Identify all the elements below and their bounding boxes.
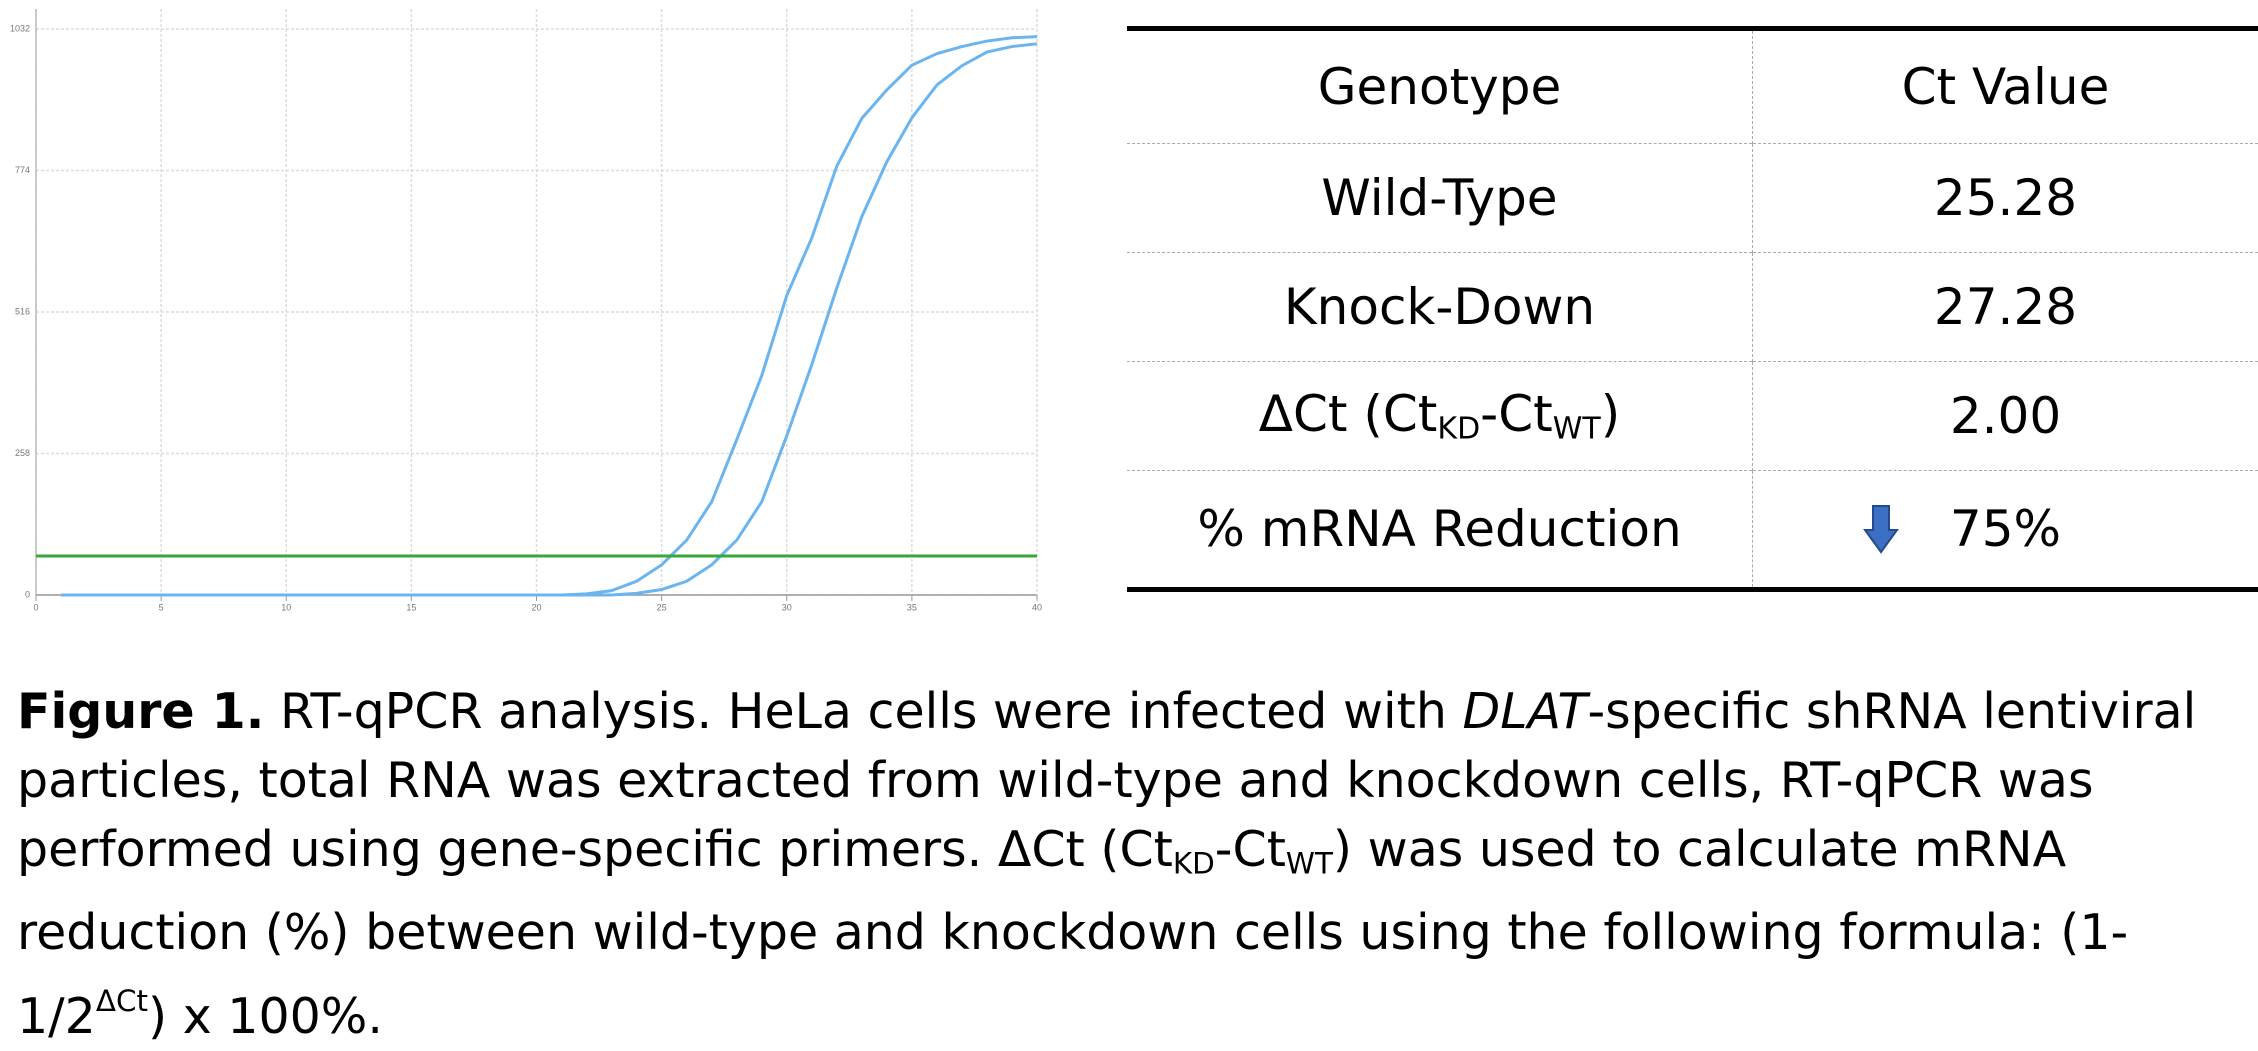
- page: 0 258 516 774 1032 0 5 10 15 20 25 30 35 40 Genotype …: [0, 0, 2258, 974]
- subscript: WT: [1286, 846, 1333, 880]
- row: Knock-Down 27.28: [1127, 253, 2258, 362]
- caption-label: Figure 1.: [17, 683, 264, 740]
- row: ΔCt (CtKD-CtWT) 2.00: [1127, 362, 2258, 471]
- x-tick-label: 25: [657, 602, 667, 612]
- x-tick-label: 30: [782, 602, 792, 612]
- text: 2.00: [1950, 387, 2061, 445]
- caption-text: ) x 100%.: [148, 988, 383, 1045]
- text: Wild-Type: [1321, 169, 1557, 227]
- ct-table: Genotype Ct Value Wild-Type 25.28 Knock-…: [1127, 26, 2258, 592]
- x-tick-label: 40: [1032, 602, 1042, 612]
- caption-text: -Ct: [1215, 821, 1286, 878]
- y-tick-label: 0: [25, 589, 30, 599]
- row: % mRNA Reduction 75%: [1127, 471, 2258, 590]
- text: ): [1601, 385, 1621, 443]
- text: -Ct: [1480, 385, 1553, 443]
- cell: ΔCt (CtKD-CtWT): [1127, 362, 1753, 471]
- text: 27.28: [1934, 278, 2077, 336]
- text: % mRNA Reduction: [1197, 500, 1681, 558]
- x-tick-label: 35: [907, 602, 917, 612]
- x-tick-label: 0: [33, 602, 38, 612]
- subscript: KD: [1437, 412, 1480, 447]
- y-tick-label: 1032: [10, 23, 30, 33]
- header-cell: Genotype: [1127, 29, 1753, 144]
- cell: 25.28: [1753, 144, 2258, 253]
- superscript: ΔCt: [96, 984, 148, 1018]
- row: Wild-Type 25.28: [1127, 144, 2258, 253]
- text: Knock-Down: [1284, 278, 1595, 336]
- cell: 27.28: [1753, 253, 2258, 362]
- header-row: Genotype Ct Value: [1127, 29, 2258, 144]
- figure-caption: Figure 1. RT-qPCR analysis. HeLa cells w…: [17, 677, 2253, 1051]
- amplification-curve: [61, 37, 1037, 595]
- x-tick-label: 10: [281, 602, 291, 612]
- cell: Knock-Down: [1127, 253, 1753, 362]
- text: 25.28: [1934, 169, 2077, 227]
- x-tick-label: 5: [159, 602, 164, 612]
- caption-text: RT-qPCR analysis. HeLa cells were infect…: [264, 683, 1462, 740]
- cell: 2.00: [1753, 362, 2258, 471]
- text: ΔCt (Ct: [1259, 385, 1438, 443]
- header-cell: Ct Value: [1753, 29, 2258, 144]
- down-arrow-icon: [1863, 504, 1899, 554]
- cell: 75%: [1753, 471, 2258, 590]
- x-tick-label: 20: [531, 602, 541, 612]
- y-tick-label: 516: [15, 306, 30, 316]
- x-tick-label: 15: [406, 602, 416, 612]
- gene-name: DLAT: [1463, 683, 1588, 740]
- text: 75%: [1950, 500, 2061, 558]
- cell: % mRNA Reduction: [1127, 471, 1753, 590]
- y-tick-label: 774: [15, 165, 30, 175]
- amplification-chart: 0 258 516 774 1032 0 5 10 15 20 25 30 35 40: [0, 0, 1060, 620]
- subscript: WT: [1553, 412, 1601, 447]
- subscript: KD: [1173, 846, 1215, 880]
- cell: Wild-Type: [1127, 144, 1753, 253]
- y-tick-label: 258: [15, 448, 30, 458]
- amplification-curve: [61, 44, 1037, 595]
